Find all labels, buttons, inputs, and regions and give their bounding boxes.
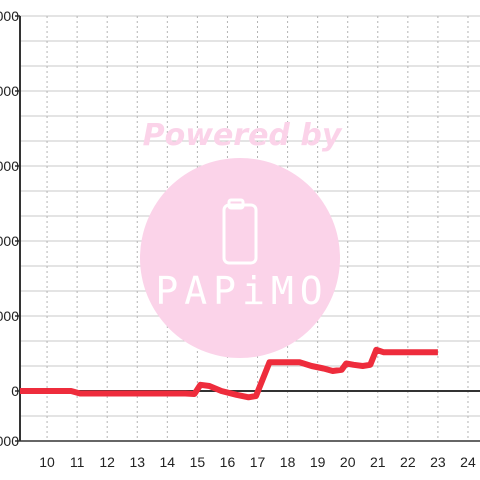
grid [20, 15, 480, 442]
x-tick-label: 15 [190, 454, 206, 470]
y-tick-label: 90,000 [0, 158, 19, 174]
x-tick-label: 18 [280, 454, 296, 470]
y-tick-label: -20,000 [0, 433, 19, 449]
x-tick-label: 20 [340, 454, 356, 470]
y-tick-label: 0 [11, 383, 19, 399]
series [20, 346, 438, 401]
x-tick-label: 13 [129, 454, 145, 470]
x-tick-label: 12 [99, 454, 115, 470]
x-tick-label: 21 [370, 454, 386, 470]
y-tick-label: 30,000 [0, 308, 19, 324]
watermark-circle [140, 158, 340, 358]
x-tick-label: 23 [430, 454, 446, 470]
x-tick-label: 16 [220, 454, 236, 470]
x-tick-label: 11 [70, 454, 85, 470]
x-tick-label: 10 [39, 454, 55, 470]
series-line [20, 346, 438, 401]
tick-labels: -20,000 0 30,000 60,000 90,000 120,000 150,000… [0, 8, 476, 470]
watermark-brand: PAPiMO [155, 269, 328, 313]
y-tick-label: 60,000 [0, 233, 19, 249]
phone-icon [222, 198, 258, 265]
x-tick-label: 19 [310, 454, 326, 470]
y-tick-label: 120,000 [0, 83, 19, 99]
watermark-powered-by: Powered by [143, 118, 343, 153]
watermark: Powered by PAPiMO [140, 118, 343, 358]
y-tick-label: 150,000 [0, 8, 19, 24]
x-tick-label: 14 [160, 454, 176, 470]
x-tick-label: 17 [250, 454, 266, 470]
x-tick-label: 24 [460, 454, 476, 470]
x-tick-label: 22 [400, 454, 416, 470]
